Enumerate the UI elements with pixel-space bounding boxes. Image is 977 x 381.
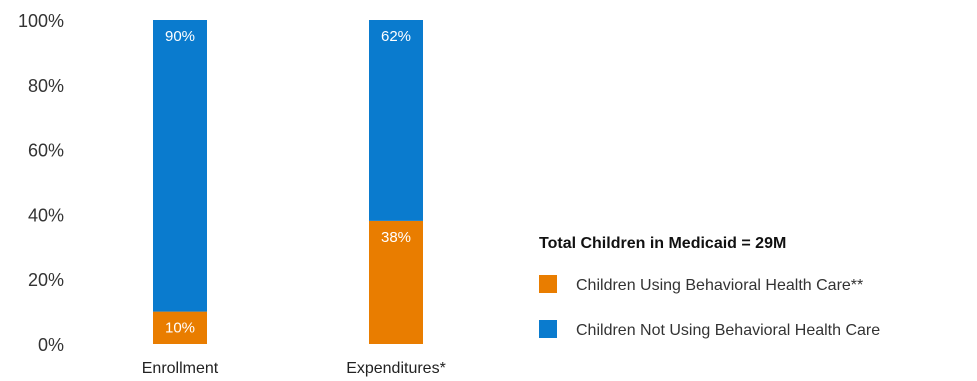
legend-label-not-using: Children Not Using Behavioral Health Car… xyxy=(576,322,880,339)
bar-data-label: 10% xyxy=(165,320,195,337)
bar-data-label: 62% xyxy=(381,28,411,45)
bar-segment xyxy=(369,220,423,344)
bar-segment xyxy=(153,20,207,312)
bars: 10% 90% 38% 62% xyxy=(153,20,423,344)
legend-swatch-using xyxy=(539,275,557,293)
y-tick-label: 0% xyxy=(38,335,64,355)
x-category-label: Enrollment xyxy=(142,360,219,377)
bar-segment xyxy=(153,311,207,344)
y-tick-label: 80% xyxy=(28,76,64,96)
legend-label-using: Children Using Behavioral Health Care** xyxy=(576,277,863,294)
bar-data-label: 90% xyxy=(165,28,195,45)
legend-swatch-not-using xyxy=(539,320,557,338)
x-category-label: Expenditures* xyxy=(346,360,446,377)
legend-title: Total Children in Medicaid = 29M xyxy=(539,235,786,252)
y-tick-label: 60% xyxy=(28,141,64,161)
y-tick-label: 40% xyxy=(28,205,64,225)
bar-data-label: 38% xyxy=(381,229,411,246)
legend: Total Children in Medicaid = 29M Childre… xyxy=(539,235,880,339)
x-axis: Enrollment Expenditures* xyxy=(142,360,446,377)
y-tick-label: 100% xyxy=(18,11,64,31)
y-tick-label: 20% xyxy=(28,270,64,290)
bar-segment xyxy=(369,20,423,221)
y-axis: 0% 20% 40% 60% 80% 100% xyxy=(18,11,64,355)
